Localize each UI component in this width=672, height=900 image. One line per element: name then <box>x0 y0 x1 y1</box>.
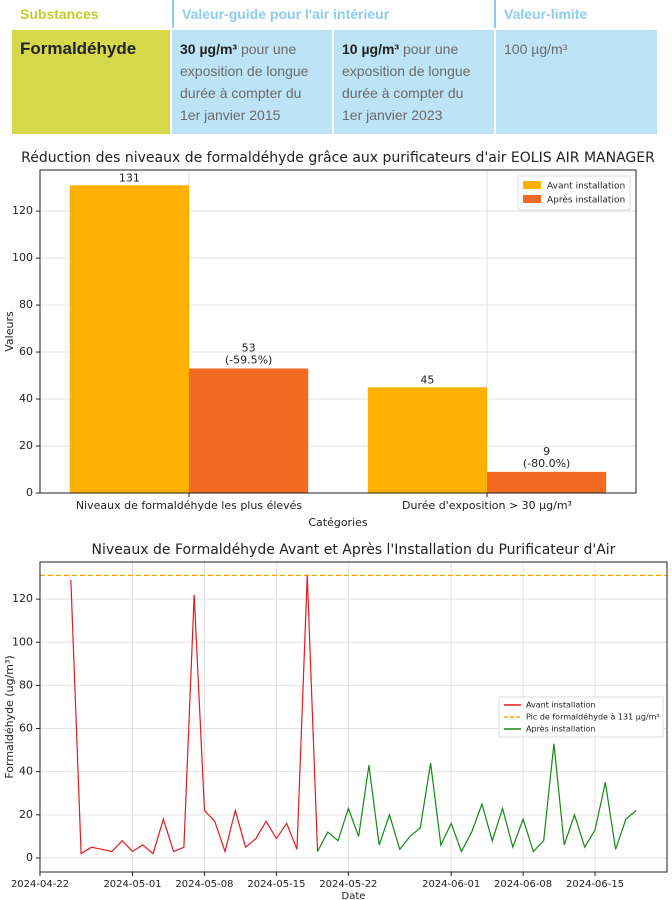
x-tick-label: 2024-05-15 <box>247 879 305 890</box>
header: Substances <box>20 6 99 22</box>
x-tick-label: Durée d'exposition > 30 µg/m³ <box>402 499 572 512</box>
line-chart: Niveaux de Formaldéhyde Avant et Après l… <box>3 542 668 900</box>
y-tick-label: 120 <box>12 204 33 217</box>
bar <box>189 368 309 493</box>
plot-frame <box>39 169 637 494</box>
value-label: 45 <box>420 373 434 386</box>
y-tick-label: 60 <box>19 722 33 735</box>
y-tick-label: 40 <box>19 392 33 405</box>
bar <box>487 471 607 493</box>
value-label: 131 <box>119 171 140 184</box>
substance-cell: Formaldéhyde <box>12 30 170 134</box>
y-tick-label: 120 <box>12 592 33 605</box>
header: Valeur-guide pour l'air intérieur <box>182 6 390 22</box>
header: Valeur-limite <box>504 6 588 22</box>
bar <box>69 185 189 493</box>
x-tick-label: 2024-05-01 <box>103 879 161 890</box>
x-tick-label: 2024-06-01 <box>422 879 480 890</box>
bar-chart: Réduction des niveaux de formaldéhyde gr… <box>3 150 655 529</box>
guide-text: pour une exposition de longue durée à co… <box>180 41 309 123</box>
y-tick-label: 40 <box>19 765 33 778</box>
separator <box>172 0 174 28</box>
x-axis-label: Date <box>342 891 366 900</box>
x-tick-label: 2024-06-08 <box>494 879 552 890</box>
legend-box <box>498 696 664 738</box>
y-tick-label: 20 <box>19 439 33 452</box>
y-tick-label: 80 <box>19 678 33 691</box>
y-tick-label: 0 <box>26 851 33 864</box>
guide-value: 30 µg/m³ <box>180 41 238 57</box>
chart-title: Réduction des niveaux de formaldéhyde gr… <box>21 150 655 166</box>
y-tick-label: 60 <box>19 345 33 358</box>
y-axis-label: Formaldéhyde (ug/m³) <box>3 655 16 778</box>
value-label: 53 (-59.5%) <box>225 341 273 366</box>
guide-cell: 10 µg/m³ pour une exposition de longue d… <box>334 30 494 134</box>
guide-value: 10 µg/m³ <box>342 41 400 57</box>
guide-cell: 30 µg/m³ pour une exposition de longue d… <box>172 30 332 134</box>
legend-swatch <box>523 181 541 189</box>
legend-swatch <box>523 195 541 203</box>
y-tick-label: 20 <box>19 808 33 821</box>
value-label: 9 (-80.0%) <box>523 445 571 470</box>
chart-title: Niveaux de Formaldéhyde Avant et Après l… <box>92 542 616 558</box>
line <box>316 743 637 853</box>
table: Substances Valeur-guide pour l'air intér… <box>12 0 657 134</box>
x-tick-label: 2024-04-22 <box>11 879 69 890</box>
x-tick-label: 2024-05-08 <box>175 879 233 890</box>
y-tick-label: 80 <box>19 298 33 311</box>
y-axis-label: Valeurs <box>3 311 16 352</box>
legend-label: Pic de formaldéhyde à 131 µg/m³ <box>526 712 660 722</box>
x-tick-label: 2024-06-15 <box>566 879 624 890</box>
legend-label: Avant installation <box>526 701 596 710</box>
bar <box>367 387 487 493</box>
line <box>70 575 319 855</box>
legend-label: Après installation <box>547 195 625 206</box>
y-tick-label: 0 <box>26 486 33 499</box>
separator <box>494 0 496 28</box>
limit-cell: 100 µg/m³ <box>496 30 657 134</box>
y-tick-label: 100 <box>12 251 33 264</box>
x-tick-label: Niveaux de formaldéhyde les plus élevés <box>76 499 303 512</box>
x-tick-label: 2024-05-22 <box>319 879 377 890</box>
y-tick-label: 100 <box>12 635 33 648</box>
guide-text: pour une exposition de longue durée à co… <box>342 41 471 123</box>
legend-label: Après installation <box>526 724 595 734</box>
legend-label: Avant installation <box>547 182 625 192</box>
x-axis-label: Catégories <box>308 516 368 529</box>
plot-frame <box>39 561 668 873</box>
